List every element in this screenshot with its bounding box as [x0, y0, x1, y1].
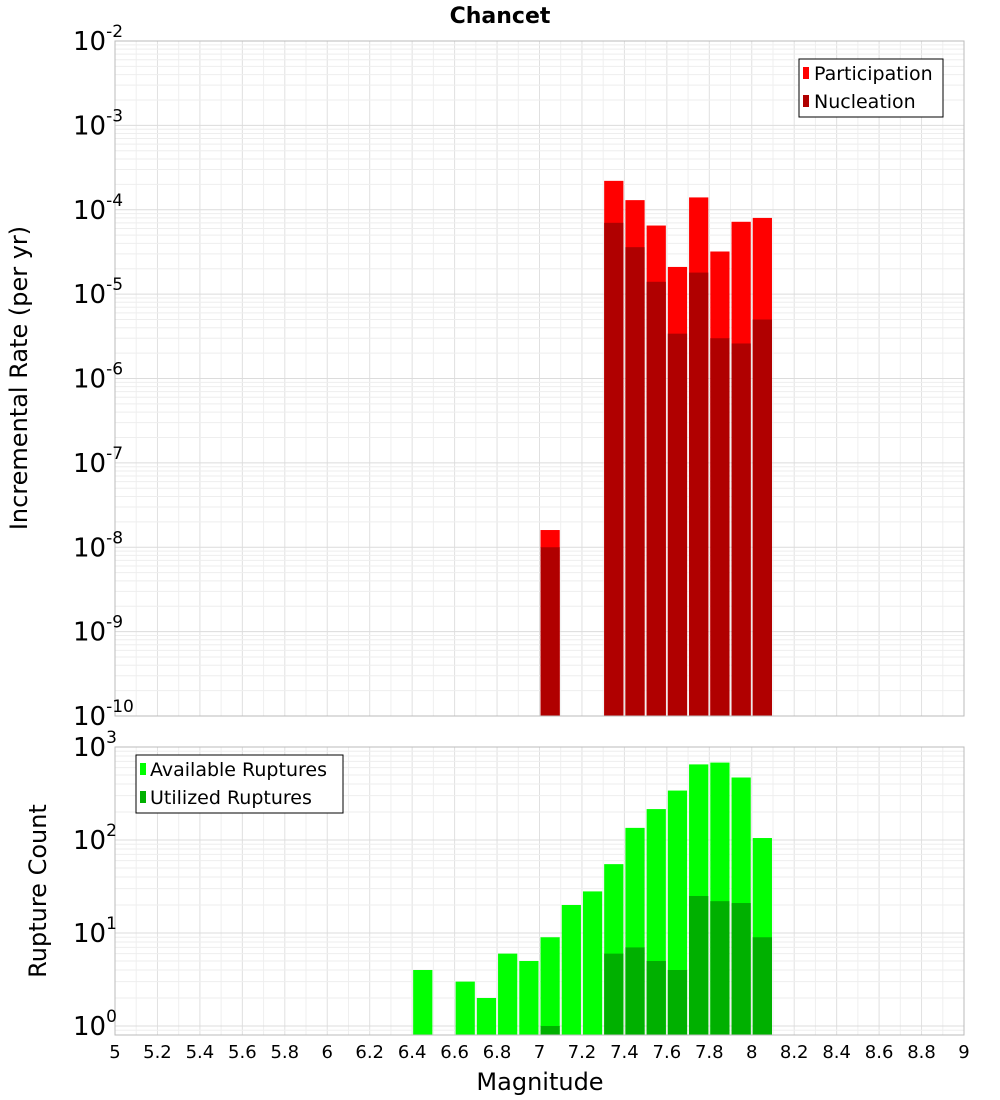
top-y-axis-label: Incremental Rate (per yr)	[5, 226, 33, 530]
x-tick-label: 5.6	[228, 1042, 257, 1063]
chart-title: Chancet	[450, 4, 551, 29]
x-tick-label: 7.8	[695, 1042, 724, 1063]
x-tick-label: 7.6	[653, 1042, 682, 1063]
top-y-tick-label: 10-5	[73, 275, 123, 310]
legend-swatch-participation	[803, 67, 809, 79]
x-tick-label: 8.8	[907, 1042, 936, 1063]
legend-swatch-utilized-ruptures	[140, 791, 146, 803]
legend-label-participation: Participation	[814, 63, 933, 85]
bottom-bar-utilized-ruptures	[667, 969, 688, 1035]
bottom-legend-box	[135, 754, 344, 814]
x-tick-label: 6.8	[483, 1042, 512, 1063]
bottom-plot-x-ticks: 5 5.2 5.4 5.6 5.8 6 6.2 6.4 6.6 6.8 7 7.2 7.4 7.6 7.8 8…	[109, 1042, 969, 1063]
top-y-tick-label: 10-8	[73, 528, 123, 563]
top-y-tick-label: 10-7	[73, 444, 123, 479]
bottom-plot-frame	[114, 746, 965, 1036]
top-y-tick-label: 10-2	[73, 22, 123, 57]
x-axis-label: Magnitude	[476, 1068, 603, 1096]
legend-swatch-nucleation	[803, 95, 809, 107]
x-tick-label: 9	[958, 1042, 969, 1063]
x-tick-label: 7.2	[568, 1042, 597, 1063]
x-tick-label: 8.4	[822, 1042, 851, 1063]
legend-label-utilized-ruptures: Utilized Ruptures	[150, 787, 312, 809]
bottom-y-tick-label: 100	[73, 1007, 117, 1042]
bottom-bar-available-ruptures	[498, 953, 518, 1035]
bottom-bar-available-ruptures	[476, 997, 497, 1035]
bottom-bar-available-ruptures	[519, 960, 539, 1035]
top-y-tick-label: 10-10	[73, 697, 134, 732]
top-bar-nucleation	[646, 281, 666, 716]
bottom-y-tick-label: 103	[73, 728, 117, 763]
x-tick-label: 5.4	[186, 1042, 215, 1063]
bottom-bar-utilized-ruptures	[710, 901, 730, 1035]
top-plot-grid	[114, 40, 965, 717]
x-tick-label: 5.2	[143, 1042, 172, 1063]
top-bar-nucleation	[689, 272, 709, 716]
legend-label-nucleation: Nucleation	[814, 91, 916, 113]
x-tick-label: 7	[534, 1042, 545, 1063]
bottom-bar-available-ruptures	[455, 981, 475, 1035]
bottom-bar-utilized-ruptures	[604, 953, 624, 1035]
bottom-plot-bars	[413, 762, 772, 1035]
top-bar-nucleation	[710, 338, 730, 716]
top-bar-nucleation	[604, 222, 624, 716]
legend-swatch-available-ruptures	[140, 763, 146, 775]
bottom-bar-available-ruptures	[582, 891, 603, 1035]
x-tick-label: 7.4	[610, 1042, 639, 1063]
bottom-y-axis-label: Rupture Count	[24, 804, 52, 978]
top-plot-y-ticks: 10-10 10-9 10-8 10-7 10-6 10-5 10-4 10-3 10-2	[73, 22, 134, 732]
bottom-bar-utilized-ruptures	[731, 903, 751, 1035]
x-tick-label: 5.8	[270, 1042, 299, 1063]
top-legend: Participation Nucleation	[798, 58, 944, 118]
x-tick-label: 6.4	[398, 1042, 427, 1063]
top-bar-nucleation	[752, 319, 772, 716]
top-bar-nucleation	[667, 333, 688, 716]
bottom-bar-available-ruptures	[413, 969, 433, 1035]
bottom-bar-available-ruptures	[540, 937, 560, 1035]
bottom-y-tick-label: 101	[73, 914, 117, 949]
bottom-legend: Available Ruptures Utilized Ruptures	[135, 754, 344, 814]
top-y-tick-label: 10-3	[73, 106, 123, 141]
bottom-bar-utilized-ruptures	[689, 895, 709, 1035]
x-tick-label: 8.6	[865, 1042, 894, 1063]
bottom-bar-available-ruptures	[561, 904, 581, 1035]
bottom-bar-utilized-ruptures	[625, 947, 645, 1035]
top-y-tick-label: 10-6	[73, 360, 123, 395]
bottom-plot-y-ticks: 100 101 102 103	[73, 728, 117, 1042]
bottom-bar-utilized-ruptures	[540, 1025, 560, 1035]
top-legend-box	[798, 58, 944, 118]
top-bar-nucleation	[540, 547, 560, 716]
x-tick-label: 6	[322, 1042, 333, 1063]
x-tick-label: 8	[746, 1042, 757, 1063]
bottom-bar-utilized-ruptures	[752, 937, 772, 1035]
top-y-tick-label: 10-9	[73, 613, 123, 648]
top-y-tick-label: 10-4	[73, 191, 123, 226]
x-tick-label: 5	[109, 1042, 120, 1063]
x-tick-label: 8.2	[780, 1042, 809, 1063]
legend-label-available-ruptures: Available Ruptures	[150, 759, 327, 781]
x-tick-label: 6.6	[440, 1042, 469, 1063]
top-bar-nucleation	[731, 343, 751, 716]
top-bar-nucleation	[625, 247, 645, 716]
bottom-bar-utilized-ruptures	[646, 960, 666, 1035]
bottom-y-tick-label: 102	[73, 821, 117, 856]
top-plot-bars	[540, 180, 772, 717]
top-plot-frame	[114, 40, 965, 717]
x-tick-label: 6.2	[355, 1042, 384, 1063]
